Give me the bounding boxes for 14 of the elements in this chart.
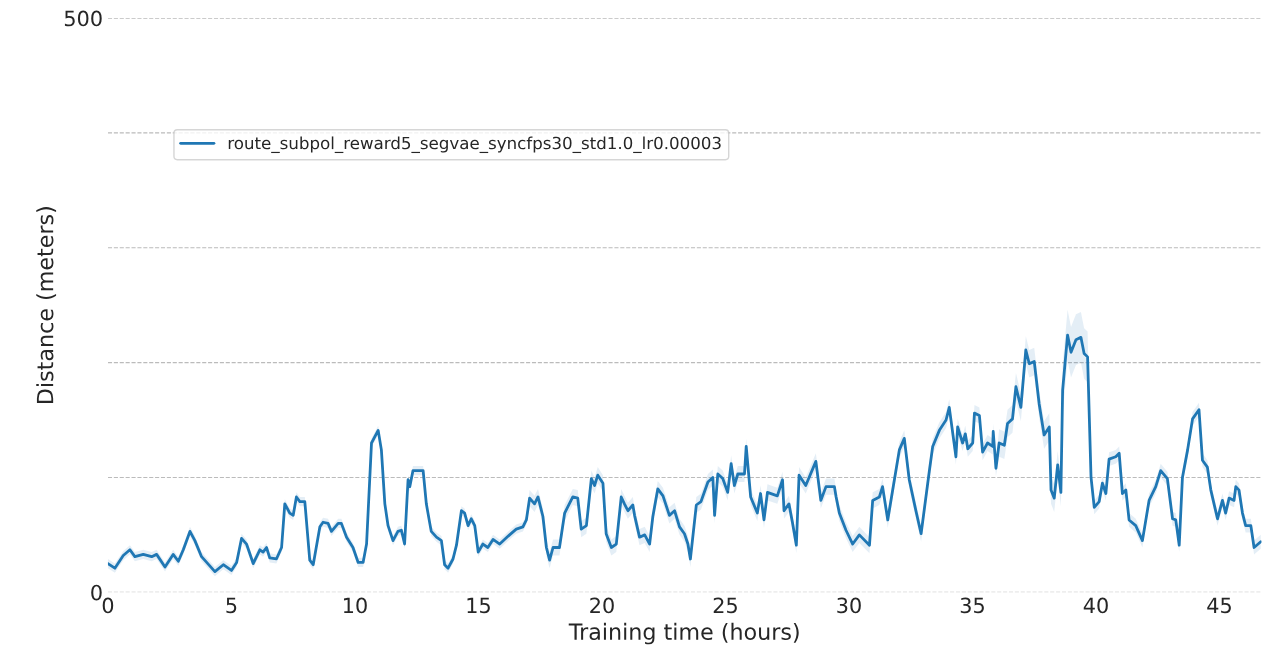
x-axis-title: Training time (hours): [568, 622, 799, 645]
x-tick-label: 10: [343, 597, 367, 614]
x-tick-label: 25: [713, 597, 737, 614]
legend-label: route_subpol_reward5_segvae_syncfps30_std1.0_lr0.00003: [228, 136, 721, 154]
x-tick-label: 15: [467, 597, 490, 614]
x-tick-label: 20: [590, 597, 614, 614]
x-tick-label: 0: [102, 597, 114, 614]
x-tick-label: 40: [1083, 597, 1108, 614]
x-tick-label: 35: [960, 597, 984, 614]
y-tick-label: 500: [64, 10, 102, 27]
x-tick-label: 5: [226, 597, 237, 614]
y-axis-title: Distance (meters): [36, 207, 57, 403]
x-tick-label: 30: [837, 597, 861, 614]
x-tick-label: 45: [1207, 597, 1231, 614]
